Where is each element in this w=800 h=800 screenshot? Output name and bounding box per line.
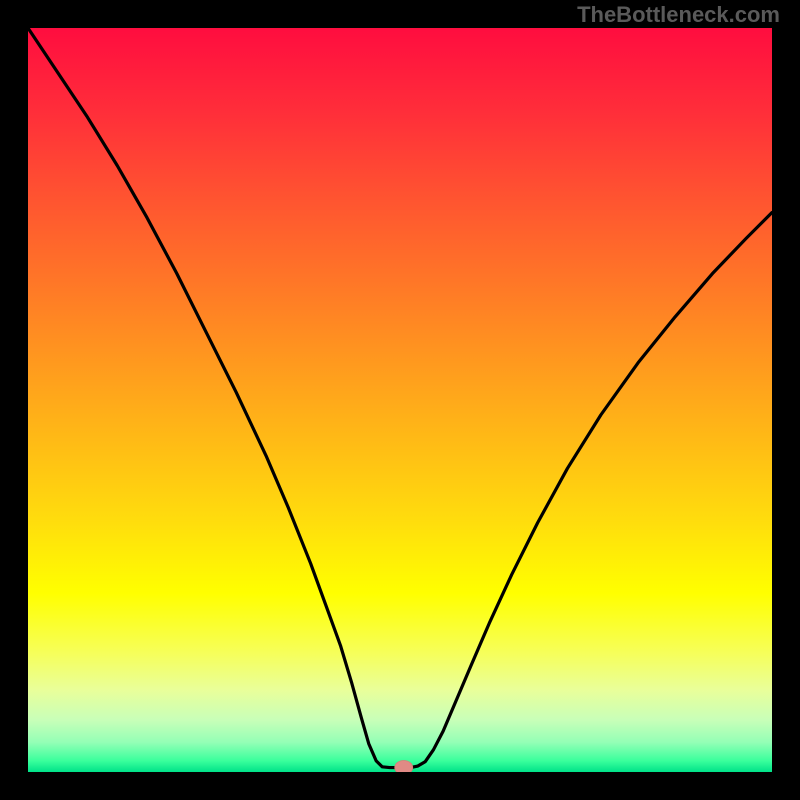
chart-background-gradient — [28, 28, 772, 772]
bottleneck-chart: TheBottleneck.com — [0, 0, 800, 800]
watermark-text: TheBottleneck.com — [577, 2, 780, 27]
